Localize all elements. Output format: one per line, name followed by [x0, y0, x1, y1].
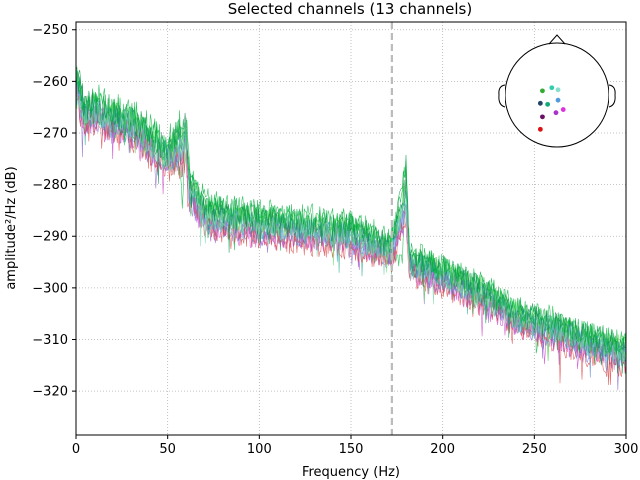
left-ear-shape	[498, 84, 506, 108]
sensor-dot	[537, 100, 543, 106]
nose-shape	[548, 34, 566, 45]
y-tick-label: −260	[32, 75, 68, 90]
y-tick-label: −320	[32, 385, 68, 400]
y-tick-label: −250	[32, 23, 68, 38]
psd-series-line	[75, 75, 627, 378]
sensor-dot	[555, 87, 561, 93]
psd-series-line	[75, 70, 627, 355]
sensor-dot	[555, 97, 561, 103]
psd-series-line	[75, 68, 627, 368]
psd-series-line	[75, 81, 627, 371]
sensor-dot	[560, 107, 566, 112]
chart-title: Selected channels (13 channels)	[228, 0, 472, 18]
y-axis-label: amplitude²/Hz (dB)	[4, 166, 19, 289]
y-tick-label: −310	[32, 333, 68, 348]
y-tick-label: −290	[32, 230, 68, 245]
sensor-dot	[549, 85, 555, 91]
sensor-dot	[537, 126, 543, 132]
y-tick-label: −280	[32, 178, 68, 193]
right-ear-shape	[608, 84, 616, 108]
y-tick-label: −300	[32, 281, 68, 296]
x-axis-ticks: 0 50 100 150 200 250 300	[72, 435, 639, 457]
head-outline	[504, 42, 610, 148]
series-group	[75, 65, 627, 391]
sensor-head-map	[498, 34, 616, 148]
x-axis-label: Frequency (Hz)	[302, 465, 400, 480]
x-tick-label: 300	[614, 442, 639, 457]
x-tick-label: 150	[339, 442, 364, 457]
x-tick-label: 50	[159, 442, 176, 457]
x-tick-label: 0	[72, 442, 80, 457]
x-tick-label: 200	[430, 442, 455, 457]
y-tick-label: −270	[32, 126, 68, 141]
sensor-dot	[545, 101, 551, 107]
psd-series-line	[75, 67, 627, 374]
sensor-dot	[553, 110, 559, 116]
sensor-dot	[540, 88, 545, 94]
sensor-dot	[540, 114, 545, 120]
y-axis-ticks: −250 −260 −270 −280 −290 −300 −310 −320	[32, 23, 76, 400]
x-tick-label: 100	[247, 442, 272, 457]
x-tick-label: 250	[522, 442, 547, 457]
